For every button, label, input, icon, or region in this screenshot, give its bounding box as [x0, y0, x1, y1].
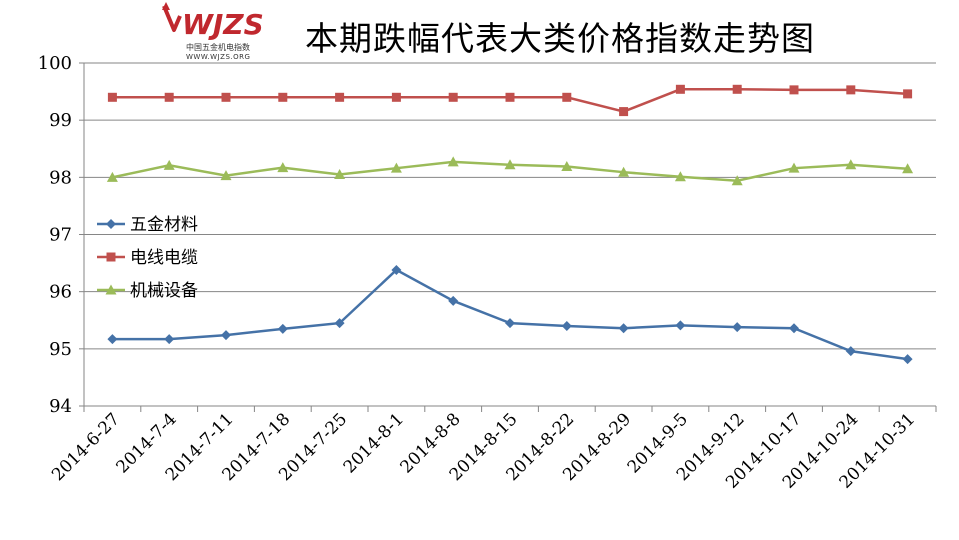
- data-point: [618, 166, 630, 177]
- data-point: [562, 92, 572, 102]
- data-point: [789, 85, 799, 95]
- data-point: [675, 84, 685, 94]
- y-tick-label: 94: [49, 396, 72, 417]
- data-point: [106, 171, 118, 182]
- data-point: [448, 295, 459, 306]
- data-point: [107, 334, 118, 345]
- data-point: [334, 168, 346, 179]
- y-tick-label: 100: [38, 53, 72, 74]
- wjzs-logo: WJZS 中国五金机电指数 WWW.WJZS.ORG: [160, 0, 270, 64]
- data-point: [220, 170, 232, 181]
- axes: [79, 62, 937, 412]
- y-tick-label: 95: [49, 339, 72, 360]
- data-point: [448, 92, 458, 102]
- data-point: [164, 334, 175, 345]
- y-tick-label: 97: [49, 225, 72, 246]
- logo-chinese-name: 中国五金机电指数: [186, 43, 250, 52]
- data-point: [846, 85, 856, 95]
- data-point: [504, 159, 516, 170]
- data-point: [390, 162, 402, 173]
- x-tick-label: 2014-6-27: [48, 409, 124, 485]
- data-point: [163, 159, 175, 170]
- data-point: [561, 160, 573, 171]
- series-1: [107, 264, 913, 365]
- chart-title: 本期跌幅代表大类价格指数走势图: [305, 19, 815, 58]
- grid-lines: [84, 62, 936, 350]
- series-3: [106, 156, 914, 186]
- y-axis-ticks: 94 95 96 97 98 99 100: [38, 53, 72, 417]
- logo-mark: WJZS: [162, 2, 264, 41]
- y-tick-label: 98: [49, 167, 72, 188]
- data-point: [788, 162, 800, 173]
- y-tick-label: 99: [49, 110, 72, 131]
- legend-label: 五金材料: [130, 215, 198, 235]
- series-group: [106, 84, 914, 365]
- data-point: [505, 92, 515, 102]
- series-2: [107, 84, 913, 117]
- data-point: [903, 89, 913, 99]
- data-point: [334, 318, 345, 329]
- data-point: [902, 163, 914, 174]
- data-point: [618, 323, 629, 334]
- data-point: [221, 92, 231, 102]
- data-point: [731, 175, 743, 186]
- legend-swatch-marker: [106, 252, 116, 262]
- data-point: [391, 264, 402, 275]
- logo-url: WWW.WJZS.ORG: [186, 53, 251, 61]
- data-point: [335, 92, 345, 102]
- data-point: [164, 92, 174, 102]
- data-point: [278, 92, 288, 102]
- data-point: [732, 322, 743, 333]
- data-point: [789, 323, 799, 334]
- data-point: [561, 320, 572, 331]
- data-point: [391, 92, 401, 102]
- data-point: [221, 330, 231, 341]
- data-point: [277, 162, 289, 173]
- data-point: [902, 354, 913, 365]
- legend-swatch-marker: [106, 219, 116, 229]
- series-1-line: [112, 268, 908, 361]
- data-point: [619, 107, 629, 117]
- logo-text: WJZS: [182, 8, 264, 41]
- data-point: [732, 84, 742, 94]
- legend-label: 机械设备: [130, 281, 198, 301]
- data-point: [674, 171, 686, 182]
- data-point: [277, 323, 288, 334]
- data-point: [675, 320, 686, 331]
- data-point: [447, 156, 459, 167]
- x-axis-ticks: 2014-6-272014-7-42014-7-112014-7-182014-…: [48, 409, 919, 492]
- legend-label: 电线电缆: [130, 248, 198, 268]
- data-point: [845, 346, 856, 357]
- data-point: [505, 318, 515, 329]
- data-point: [107, 92, 117, 102]
- data-point: [845, 159, 857, 170]
- x-tick-label: 2014-8-1: [340, 409, 408, 477]
- legend-swatch-marker: [105, 284, 117, 295]
- y-tick-label: 96: [49, 282, 72, 303]
